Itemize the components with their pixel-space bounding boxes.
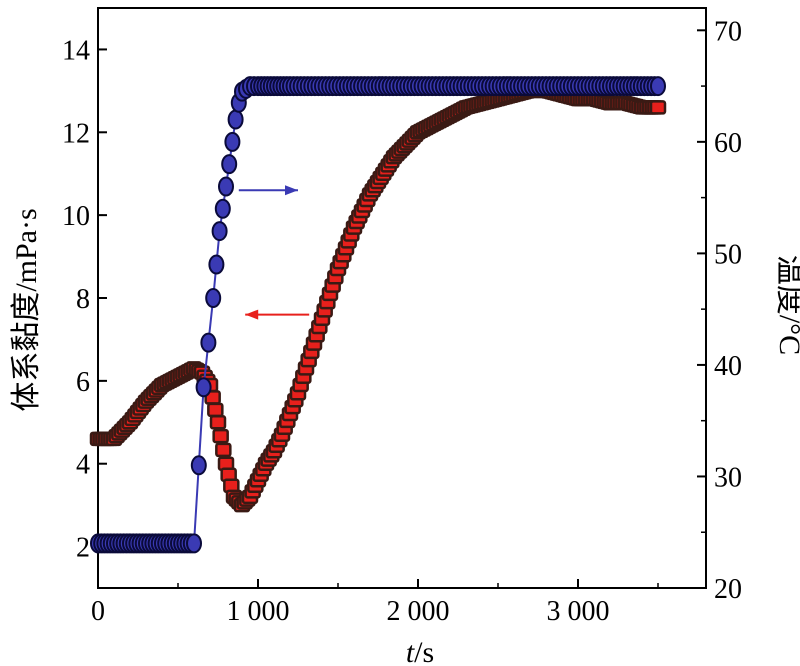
left-y-tick-label: 8: [76, 284, 90, 315]
arrow-annotation-right: [238, 185, 298, 196]
x-tick-label: 0: [91, 596, 105, 627]
right-y-tick-label: 60: [714, 128, 742, 159]
temperature-point: [205, 288, 222, 308]
x-axis: 0 1 000 2 000 3 000: [91, 579, 659, 627]
temperature-point: [224, 131, 241, 152]
right-y-axis: 20 30 40 50 60 70: [697, 16, 742, 605]
left-y-tick-label: 10: [62, 201, 90, 232]
temperature-line: [98, 85, 658, 545]
x-tick-label: 3 000: [547, 596, 610, 627]
viscosity-point: [209, 415, 227, 430]
x-axis-title: t/s: [406, 636, 434, 666]
temperature-point: [211, 221, 228, 242]
temperature-point: [214, 198, 231, 219]
series-viscosity: [89, 83, 667, 513]
temperature-point: [195, 377, 212, 398]
x-tick-label: 2 000: [387, 596, 450, 627]
left-y-axis-title: 体系黏度/mPa·s: [10, 208, 43, 411]
left-y-tick-label: 2: [76, 533, 90, 564]
left-y-axis: 2 4 6 8 10 12 14: [62, 35, 107, 564]
viscosity-point: [649, 100, 667, 115]
right-y-tick-label: 70: [714, 16, 742, 47]
x-axis-title-var: t: [406, 636, 415, 666]
left-y-tick-label: 14: [62, 35, 90, 66]
viscosity-point: [207, 402, 224, 418]
x-axis-title-unit: /s: [414, 636, 434, 666]
series-temperature: [90, 76, 666, 554]
arrow-annotation-left: [245, 309, 310, 320]
left-y-tick-label: 6: [76, 367, 90, 398]
arrow-head: [245, 309, 259, 320]
left-y-tick-label: 12: [62, 118, 90, 149]
right-y-tick-label: 50: [714, 239, 742, 270]
right-y-tick-label: 20: [714, 574, 742, 605]
viscosity-point: [212, 428, 229, 444]
series-layer: [89, 76, 667, 554]
x-tick-label: 1 000: [227, 596, 290, 627]
right-y-tick-label: 40: [714, 351, 742, 382]
temperature-point: [208, 254, 225, 275]
right-y-axis-title: 温度/°C: [773, 255, 800, 355]
temperature-point: [227, 109, 244, 130]
temperature-point: [200, 332, 217, 353]
right-y-tick-label: 30: [714, 462, 742, 493]
temperature-point: [218, 176, 234, 197]
arrow-head: [285, 185, 298, 196]
temperature-point: [650, 76, 666, 97]
temperature-point: [190, 455, 207, 476]
viscosity-point: [215, 442, 232, 458]
temperature-point: [186, 533, 202, 554]
left-y-tick-label: 4: [76, 450, 90, 481]
annotation-layer: [238, 185, 310, 320]
temperature-point: [221, 154, 238, 175]
